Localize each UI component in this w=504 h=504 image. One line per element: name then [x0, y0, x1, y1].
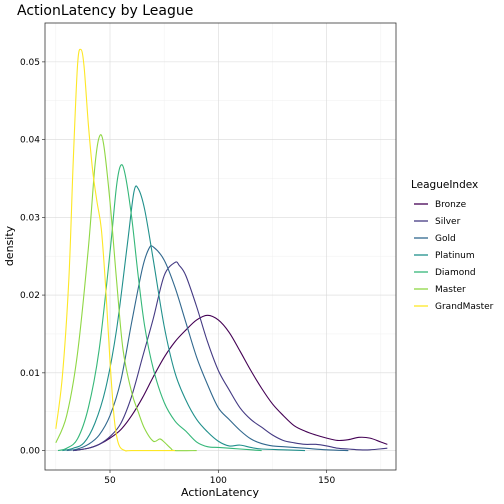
- legend-item-platinum: Platinum: [414, 251, 475, 261]
- x-tick-label: 150: [318, 476, 335, 486]
- density-line-grandmaster: [55, 48, 175, 452]
- legend-item-gold: Gold: [414, 234, 456, 244]
- grid: [45, 23, 396, 470]
- legend-label-diamond: Diamond: [435, 268, 476, 278]
- y-tick-label: 0.04: [20, 136, 40, 146]
- y-axis: 0.00 0.01 0.02 0.03 0.04 0.05: [20, 58, 45, 457]
- density-line-gold: [66, 245, 349, 452]
- legend-item-grandmaster: GrandMaster: [414, 302, 494, 312]
- density-lines: [55, 48, 388, 452]
- x-axis: 50 100 150: [104, 470, 336, 486]
- y-axis-title: density: [3, 225, 16, 266]
- legend-label-bronze: Bronze: [435, 200, 467, 210]
- legend-label-master: Master: [435, 285, 466, 295]
- legend-label-platinum: Platinum: [435, 251, 475, 261]
- x-axis-title: ActionLatency: [181, 486, 259, 499]
- legend-item-silver: Silver: [414, 217, 461, 227]
- legend-item-master: Master: [414, 285, 466, 295]
- legend-title: LeagueIndex: [411, 179, 478, 191]
- plot-border: [44, 22, 397, 471]
- x-tick-label: 100: [210, 476, 227, 486]
- y-tick-label: 0.00: [20, 447, 40, 457]
- density-line-silver: [73, 261, 388, 452]
- legend-item-diamond: Diamond: [414, 268, 476, 278]
- plot-area: [44, 22, 397, 471]
- chart-title: ActionLatency by League: [17, 3, 193, 19]
- legend: LeagueIndex Bronze Silver Gold Platinum Diam…: [411, 179, 494, 312]
- legend-label-gold: Gold: [435, 234, 456, 244]
- density-line-platinum: [62, 185, 306, 452]
- x-tick-label: 50: [104, 476, 116, 486]
- density-line-diamond: [57, 164, 262, 452]
- legend-label-grandmaster: GrandMaster: [435, 302, 494, 312]
- density-line-bronze: [73, 314, 388, 452]
- legend-label-silver: Silver: [435, 217, 461, 227]
- y-tick-label: 0.03: [20, 213, 40, 223]
- density-line-master: [55, 134, 197, 452]
- legend-items: Bronze Silver Gold Platinum Diamond Master Gra…: [414, 200, 494, 312]
- y-tick-label: 0.05: [20, 58, 40, 68]
- y-tick-label: 0.02: [20, 291, 40, 301]
- legend-item-bronze: Bronze: [414, 200, 467, 210]
- y-tick-label: 0.01: [20, 369, 40, 379]
